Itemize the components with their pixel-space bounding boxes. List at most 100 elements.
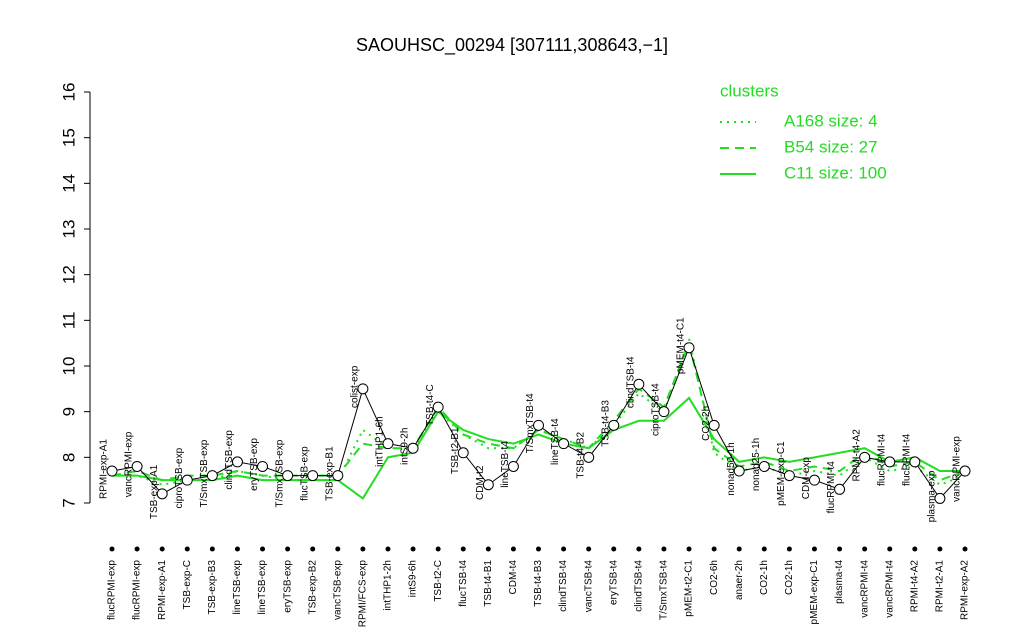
data-point [181,474,193,486]
point-label: clindTSB-t4 [625,356,636,408]
data-point [884,456,896,468]
sample-dot [460,546,466,552]
y-tick-label: 13 [59,220,78,239]
data-point [783,470,795,482]
sample-dot [636,546,642,552]
x-tick-label: vancTSB-t4 [583,560,594,613]
y-tick-label: 15 [59,128,78,147]
data-point [357,383,369,395]
y-tick-label: 11 [59,312,78,330]
point-label: TSB-t2-B1 [450,427,461,474]
point-label: vancRPMI-exp [124,431,135,497]
x-tick-label: RPMI-exp-A2 [960,560,971,620]
point-label: TSB-exp-B1 [324,446,335,501]
sample-dot [686,546,692,552]
point-label: flucRPMI-t4 [826,461,837,514]
x-tick-label: RPMI-t4-A2 [909,560,920,613]
point-label: CDM-t2 [475,465,486,500]
y-tick-label: 9 [59,407,78,416]
point-label: pMEM-exp-C1 [776,441,787,506]
x-tick-label: TSB-exp-B2 [307,560,318,615]
x-tick-label: flucRPMI-exp [107,560,118,620]
point-label: colist-exp [350,365,361,408]
data-point [231,456,243,468]
sample-dot [912,546,918,552]
x-tick-label: anaer-2h [734,560,745,600]
sample-dot [335,546,341,552]
sample-dot [234,546,240,552]
data-point [457,447,469,459]
data-point [583,451,595,463]
data-point [859,451,871,463]
data-point [156,488,168,500]
y-tick-label: 12 [59,265,78,284]
data-point [808,474,820,486]
sample-dot [360,546,366,552]
sample-dot [736,546,742,552]
x-tick-label: CO2-6h [709,560,720,595]
x-tick-label: pMEM-t2-C1 [684,560,695,617]
x-tick-label: eryTSB-t4 [608,560,619,605]
point-label: lineTSB-t4 [500,441,511,488]
x-tick-label: T/SmxTSB-t4 [659,560,670,620]
x-tick-label: pMEM-exp-C1 [809,560,820,625]
x-tick-label: intTHP1-2h [383,560,394,611]
point-label: TSB-t4-C [425,384,436,426]
data-point [683,342,695,354]
x-tick-label: plasma-t4 [834,560,845,604]
sample-dot [159,546,165,552]
x-tick-label: lineTSB-exp [232,560,243,615]
sample-dot [209,546,215,552]
x-tick-label: flucRPMI-exp [132,560,143,620]
sample-dot [435,546,441,552]
sample-dot [260,546,266,552]
point-label: flucRPMI-t4 [901,433,912,486]
sample-dot [962,546,968,552]
point-label: CO2-2h [701,406,712,441]
data-point [482,479,494,491]
data-point [282,470,294,482]
x-tick-label: eryTSB-exp [282,560,293,613]
sample-dot [811,546,817,552]
point-label: T/SmxTSB-exp [274,439,285,507]
sample-dot [510,546,516,552]
sample-dot [109,546,115,552]
data-point [708,419,720,431]
x-tick-label: CO2-1h [784,560,795,595]
y-tick-label: 8 [59,453,78,462]
point-label: ciproTSB-t4 [651,383,662,436]
x-tick-label: TSB-t2-C [433,560,444,602]
chart-title: SAOUHSC_00294 [307111,308643,−1] [356,35,668,56]
point-label: TSB-t4-B2 [575,432,586,479]
point-label: eryTSB-exp [249,438,260,491]
point-label: intTHP1-6h [375,416,386,467]
point-label: flucRPMI-t4 [876,433,887,486]
point-label: T/SmxTSB-t4 [525,393,536,453]
sample-dot [310,546,316,552]
y-tick-label: 14 [59,174,78,193]
data-point [131,460,143,472]
sample-dot [410,546,416,552]
x-tick-label: RPMI/FCS-exp [358,560,369,628]
data-point [307,470,319,482]
sample-dot [611,546,617,552]
legend-label: B54 size: 27 [784,137,878,156]
y-tick-label: 7 [59,498,78,507]
legend-title: clusters [720,81,779,100]
point-label: nonad50-1h [726,442,737,495]
y-tick-label: 16 [59,83,78,102]
point-label: nonad25-1h [751,438,762,491]
point-label: RPMI-exp-A1 [99,439,110,499]
point-label: lineTSB-t4 [550,418,561,465]
point-label: flucTSB-exp [299,446,310,501]
data-point [834,483,846,495]
sample-dot [887,546,893,552]
data-point [558,438,570,450]
sample-dot [862,546,868,552]
data-point [432,401,444,413]
data-point [382,438,394,450]
x-tick-label: TSB-exp-C [182,560,193,609]
x-tick-label: vancRPMI-t4 [884,560,895,618]
x-tick-label: vancRPMI-t4 [859,560,870,618]
